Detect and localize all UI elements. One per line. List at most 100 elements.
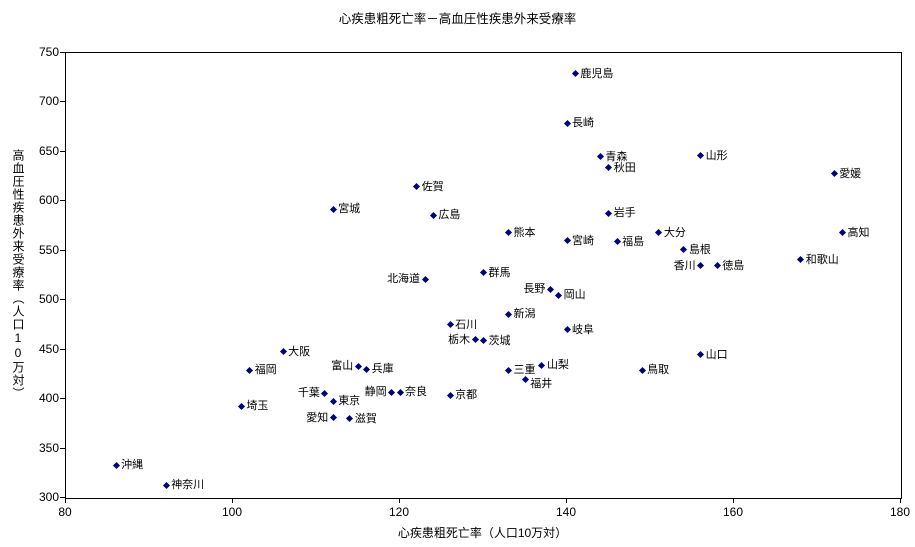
data-point-label: 佐賀	[421, 180, 444, 193]
y-axis-tick	[60, 497, 65, 498]
data-point-marker	[162, 481, 170, 489]
y-axis-tick	[60, 150, 65, 152]
data-point-label: 福井	[530, 378, 553, 391]
data-point-marker	[563, 119, 571, 127]
data-point-label: 愛知	[306, 411, 329, 424]
y-axis-tick	[60, 299, 65, 301]
data-point-marker	[655, 229, 663, 237]
data-point-label: 滋賀	[354, 412, 377, 425]
data-point-marker	[605, 164, 613, 172]
data-point-label: 栃木	[448, 333, 471, 346]
data-point-label: 神奈川	[171, 479, 205, 492]
data-point-marker	[279, 348, 287, 356]
data-point-marker	[396, 388, 404, 396]
y-axis-tick	[60, 200, 65, 202]
data-point-label: 宮城	[338, 203, 361, 216]
data-point-label: 岡山	[563, 289, 586, 302]
data-point-label: 広島	[438, 209, 461, 222]
x-tick-label: 80	[58, 505, 72, 519]
x-tick-label: 120	[388, 505, 410, 519]
y-tick-label: 450	[38, 341, 59, 356]
x-tick-label: 140	[555, 505, 577, 519]
data-point-marker	[388, 388, 396, 396]
data-point-label: 岐阜	[572, 323, 594, 336]
data-point-marker	[563, 237, 571, 245]
x-tick-label: 180	[889, 505, 911, 519]
data-point-label: 千葉	[297, 387, 320, 400]
data-point-marker	[713, 262, 721, 270]
x-tick-label: 160	[722, 505, 744, 519]
y-tick-label: 400	[38, 391, 59, 406]
x-tick-label: 100	[221, 505, 243, 519]
data-point-marker	[613, 238, 621, 246]
data-point-marker	[839, 229, 847, 237]
data-point-label: 北海道	[387, 273, 421, 286]
y-axis-tick	[60, 447, 65, 449]
data-point-label: 富山	[331, 360, 354, 373]
data-point-label: 京都	[455, 389, 478, 402]
data-point-label: 福岡	[254, 364, 277, 377]
data-point-marker	[563, 326, 571, 334]
data-point-label: 山口	[705, 348, 728, 361]
x-axis-tick	[399, 498, 400, 503]
data-point-marker	[354, 362, 362, 371]
data-point-marker	[505, 310, 513, 318]
data-point-label: 島根	[688, 243, 711, 256]
data-point-label: 新潟	[513, 308, 536, 321]
data-point-marker	[521, 375, 529, 383]
data-point-label: 沖縄	[121, 459, 144, 472]
data-point-marker	[237, 402, 245, 410]
y-axis-tick	[60, 249, 65, 251]
data-point-label: 大分	[663, 226, 686, 239]
data-point-label: 宮崎	[572, 234, 594, 247]
data-point-label: 静岡	[364, 386, 387, 399]
data-point-label: 山形	[705, 149, 728, 162]
data-point-marker	[505, 366, 513, 374]
data-point-label: 奈良	[405, 386, 427, 399]
y-axis-title: 高血圧性疾患外来受療率（人口10万対）	[11, 149, 25, 400]
data-point-marker	[830, 170, 838, 178]
data-point-label: 福島	[622, 235, 645, 248]
data-point-label: 三重	[513, 364, 536, 377]
data-point-marker	[538, 361, 546, 370]
data-point-marker	[413, 182, 421, 191]
data-point-label: 大阪	[288, 345, 311, 358]
data-point-label: 徳島	[722, 259, 745, 272]
data-point-marker	[697, 262, 705, 270]
x-axis-tick	[232, 498, 233, 503]
y-tick-label: 350	[38, 440, 59, 455]
data-point-marker	[697, 152, 705, 160]
data-point-marker	[697, 351, 705, 359]
data-point-label: 秋田	[613, 161, 636, 174]
data-point-label: 東京	[338, 395, 361, 408]
data-point-marker	[363, 365, 371, 373]
y-axis-tick	[60, 52, 65, 53]
data-point-label: 高知	[847, 226, 870, 239]
data-point-label: 埼玉	[246, 400, 269, 413]
y-tick-label: 700	[38, 94, 59, 109]
y-tick-label: 500	[38, 292, 59, 307]
data-point-label: 石川	[455, 318, 478, 331]
y-tick-label: 550	[38, 242, 59, 257]
y-tick-label: 650	[38, 143, 59, 158]
y-axis-tick	[60, 398, 65, 400]
data-point-marker	[471, 336, 479, 344]
data-point-label: 茨城	[488, 334, 511, 347]
x-axis-tick	[65, 498, 66, 503]
data-point-marker	[421, 275, 429, 283]
data-point-label: 鹿児島	[580, 67, 614, 80]
x-axis-tick	[900, 498, 901, 503]
data-point-marker	[346, 415, 354, 423]
x-axis-title: 心疾患粗死亡率（人口10万対）	[397, 526, 568, 540]
data-point-label: 長野	[523, 283, 546, 296]
data-point-marker	[546, 285, 554, 293]
data-point-label: 熊本	[513, 226, 536, 239]
data-point-marker	[321, 389, 329, 397]
y-axis-tick	[60, 101, 65, 103]
data-point-label: 岩手	[613, 207, 636, 220]
data-point-label: 鳥取	[647, 364, 670, 377]
data-point-marker	[246, 366, 254, 374]
plot-area: 沖縄 神奈川 埼玉 福岡 大阪 千葉 愛知 東京 宮城 滋賀 富山 兵庫 静岡 奈良 佐賀 北海道 広島 京都 石川…	[65, 52, 902, 499]
data-point-marker	[555, 291, 563, 299]
